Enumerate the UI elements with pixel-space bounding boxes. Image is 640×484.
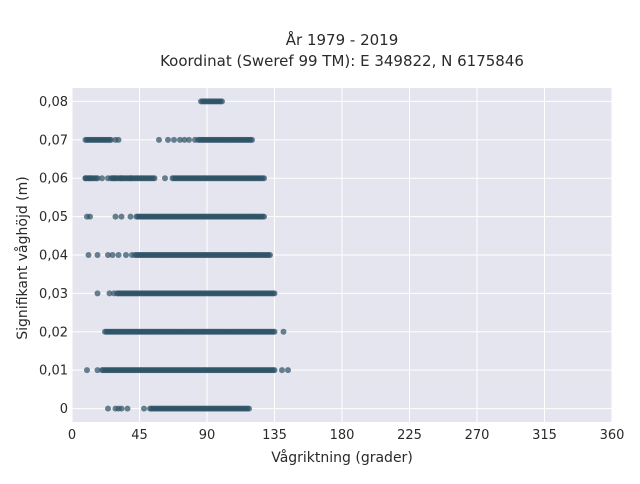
data-point (118, 175, 125, 182)
data-point (271, 328, 278, 335)
data-point (280, 328, 287, 335)
y-tick-label: 0,03 (39, 287, 68, 302)
data-point (156, 136, 162, 143)
data-point (84, 367, 90, 374)
data-point (87, 175, 93, 182)
x-tick-labels: 0 45 90 135 180 225 270 315 360 (68, 428, 625, 443)
data-point (105, 405, 111, 412)
x-tick-label: 135 (262, 428, 287, 443)
data-point (261, 213, 267, 220)
chart-title-line-2: Koordinat (Sweref 99 TM): E 349822, N 61… (160, 52, 524, 70)
data-point (115, 136, 122, 143)
y-tick-labels: 0 0,01 0,02 0,03 0,04 0,05 0,06 0,07 0,08 (39, 95, 68, 417)
x-tick-label: 45 (131, 428, 148, 443)
data-point (105, 175, 111, 182)
data-point (165, 136, 171, 143)
data-point (106, 290, 113, 297)
x-axis-title: Vågriktning (grader) (271, 449, 413, 466)
data-point (109, 252, 116, 258)
x-tick-label: 90 (199, 428, 216, 443)
data-point (105, 252, 111, 258)
data-point (162, 175, 168, 182)
data-point (186, 136, 192, 143)
data-point (127, 175, 134, 182)
data-point (151, 175, 158, 182)
data-point (271, 367, 278, 374)
data-point (99, 175, 105, 182)
data-point (124, 405, 131, 412)
data-point (171, 136, 177, 143)
data-point (111, 175, 117, 182)
y-tick-label: 0,02 (39, 325, 68, 340)
data-point (94, 175, 101, 182)
data-point (82, 175, 89, 182)
data-point (94, 367, 101, 374)
data-point (108, 136, 114, 143)
data-point (115, 252, 122, 258)
y-tick-label: 0,06 (39, 172, 68, 187)
data-point (94, 252, 101, 258)
data-point (219, 98, 225, 105)
y-tick-label: 0,05 (39, 210, 68, 225)
data-point (123, 252, 129, 258)
y-tick-label: 0,04 (39, 249, 68, 264)
data-point (192, 136, 198, 143)
data-point (94, 290, 101, 297)
y-tick-label: 0 (60, 402, 68, 417)
chart-title: År 1979 - 2019 Koordinat (Sweref 99 TM):… (160, 30, 524, 70)
grid-lines (71, 88, 613, 422)
x-tick-label: 225 (397, 428, 422, 443)
x-tick-label: 180 (330, 428, 355, 443)
data-point (181, 136, 188, 143)
y-tick-label: 0,08 (39, 95, 68, 110)
data-point (118, 213, 125, 220)
data-point (118, 405, 125, 412)
data-point (285, 367, 291, 374)
data-point (129, 252, 135, 258)
x-tick-label: 360 (600, 428, 625, 443)
x-tick-label: 0 (68, 428, 76, 443)
data-point (85, 252, 92, 258)
data-point (261, 175, 267, 182)
x-tick-label: 270 (465, 428, 490, 443)
data-point (246, 405, 252, 412)
data-points (82, 98, 291, 412)
data-point (267, 252, 273, 258)
data-point (141, 405, 147, 412)
data-point (127, 213, 134, 220)
data-point (249, 136, 255, 143)
y-tick-label: 0,01 (39, 364, 68, 379)
data-point (87, 213, 93, 220)
data-point (279, 367, 285, 374)
data-point (271, 290, 278, 297)
x-tick-label: 315 (532, 428, 557, 443)
y-tick-label: 0,07 (39, 133, 68, 148)
data-point (111, 290, 117, 297)
chart-title-line-1: År 1979 - 2019 (286, 30, 399, 49)
y-axis-title: Signifikant våghöjd (m) (14, 176, 31, 339)
data-point (112, 213, 119, 220)
data-point (177, 136, 183, 143)
